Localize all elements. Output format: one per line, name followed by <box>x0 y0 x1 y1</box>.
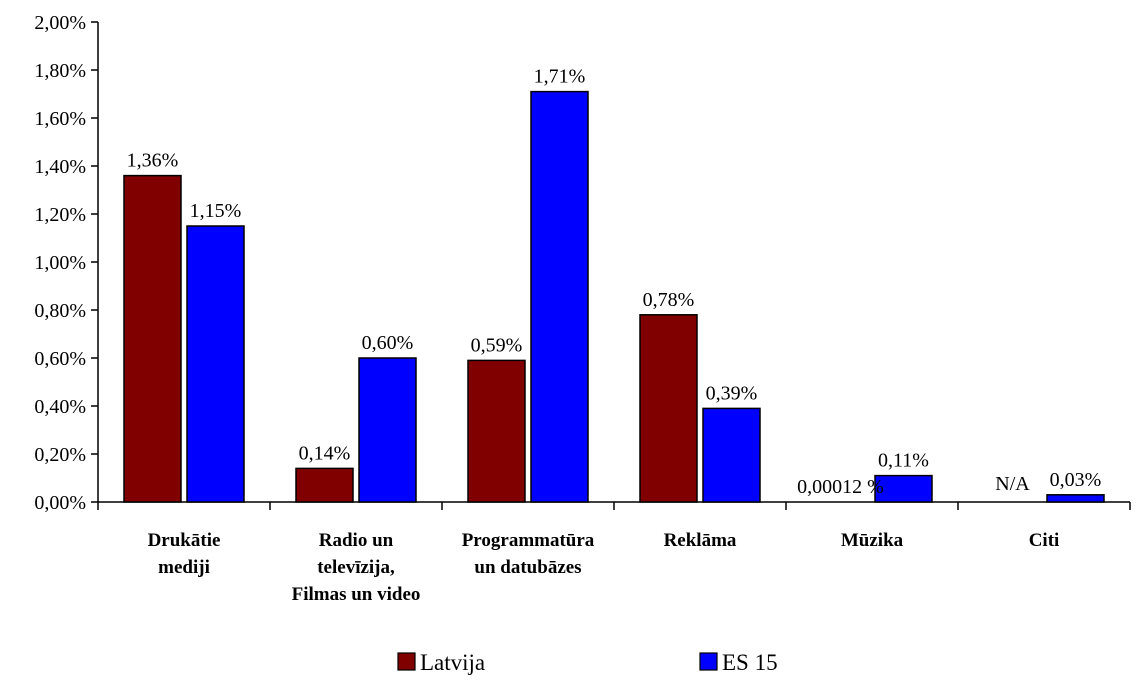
y-tick-label: 2,00% <box>34 12 86 34</box>
data-label: 1,15% <box>190 200 242 222</box>
legend-swatch <box>397 652 416 671</box>
bar-latvija <box>467 359 526 503</box>
bar-es-15 <box>186 225 245 503</box>
data-label: 0,03% <box>1050 469 1102 491</box>
y-tick-label: 0,40% <box>34 396 86 418</box>
category-label: Radio un televīzija, Filmas un video <box>292 530 421 605</box>
bar-es-15 <box>1046 494 1105 503</box>
y-tick-label: 1,80% <box>34 60 86 82</box>
y-tick-label: 0,00% <box>34 492 86 514</box>
bar-es-15 <box>874 474 933 503</box>
y-tick-label: 1,00% <box>34 252 86 274</box>
legend: Latvija ES 15 <box>397 650 778 675</box>
y-tick-label: 0,20% <box>34 444 86 466</box>
category-label: Reklāma <box>664 530 737 551</box>
category-label: Programmatūra un datubāzes <box>462 530 595 578</box>
data-label: 0,39% <box>706 382 758 404</box>
data-label: 1,36% <box>127 150 179 172</box>
x-axis <box>97 501 1131 510</box>
bar-latvija <box>295 467 354 503</box>
bar-latvija <box>123 174 182 503</box>
bar-es-15 <box>702 407 761 503</box>
legend-swatch <box>699 652 718 671</box>
data-label: 0,59% <box>471 334 523 356</box>
data-label: 0,78% <box>643 289 695 311</box>
category-labels: Drukātie mediji Radio un televīzija, Filmas … <box>148 530 1060 605</box>
data-label: 0,11% <box>878 450 929 472</box>
data-label: N/A <box>995 473 1030 495</box>
data-label: 0,00012 % <box>797 476 884 498</box>
legend-label: ES 15 <box>722 650 778 675</box>
y-tick-label: 1,20% <box>34 204 86 226</box>
y-axis: 0,00% 0,20% 0,40% 0,60% 0,80% 1,00% 1,20% 1,40%… <box>34 12 99 514</box>
y-tick-label: 0,60% <box>34 348 86 370</box>
legend-label: Latvija <box>420 650 485 675</box>
data-label: 0,60% <box>362 332 414 354</box>
category-label: Citi <box>1029 530 1060 551</box>
category-label: Drukātie mediji <box>148 530 221 578</box>
y-tick-label: 1,60% <box>34 108 86 130</box>
data-label: 1,71% <box>534 66 586 88</box>
y-tick-label: 1,40% <box>34 156 86 178</box>
data-label: 0,14% <box>299 442 351 464</box>
bar-latvija <box>639 314 698 503</box>
y-tick-label: 0,80% <box>34 300 86 322</box>
bar-es-15 <box>530 90 589 503</box>
data-labels: 1,36% 1,15% 0,14% 0,60% 0,59% 1,71% 0,78% 0,39%… <box>127 66 1102 498</box>
bars <box>123 90 1105 503</box>
category-label: Mūzika <box>841 530 904 551</box>
bar-es-15 <box>358 357 417 503</box>
